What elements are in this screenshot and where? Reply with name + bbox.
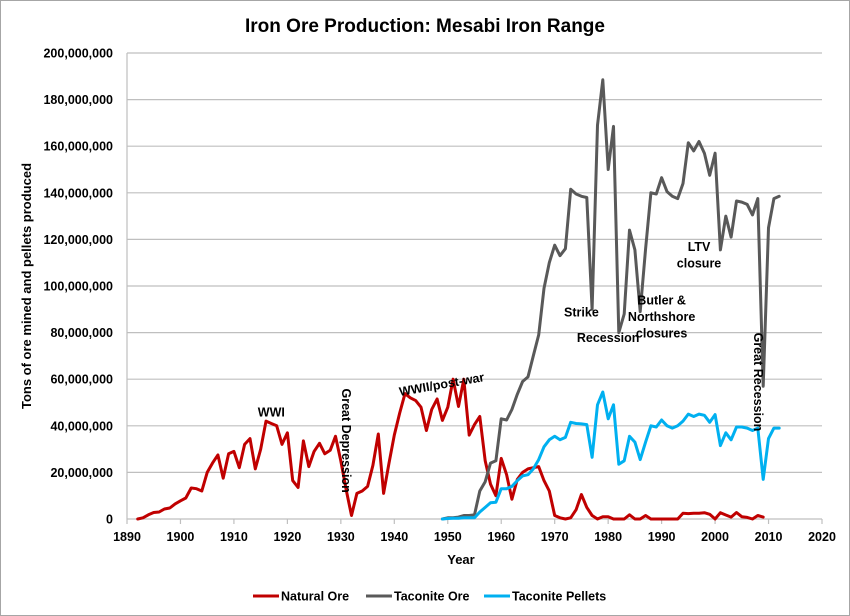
x-tick-label: 1940 xyxy=(380,530,408,544)
x-tick-label: 2000 xyxy=(701,530,729,544)
y-tick-label: 20,000,000 xyxy=(50,466,113,480)
annotation-label: closures xyxy=(636,326,687,340)
annotation-label: WWII/post-war xyxy=(398,370,485,399)
legend-label: Natural Ore xyxy=(281,590,349,604)
series-line-taconite-pellets xyxy=(440,390,781,521)
y-tick-label: 60,000,000 xyxy=(50,373,113,387)
x-tick-label: 1920 xyxy=(273,530,301,544)
gridlines xyxy=(126,52,822,519)
x-tick-label: 1890 xyxy=(113,530,141,544)
y-tick-label: 80,000,000 xyxy=(50,326,113,340)
annotation-label: WWI xyxy=(258,405,285,419)
y-tick-label: 100,000,000 xyxy=(43,280,113,294)
annotation-label: closure xyxy=(677,256,722,270)
x-tick-label: 1900 xyxy=(167,530,195,544)
x-tick-label: 1930 xyxy=(327,530,355,544)
y-tick-label: 180,000,000 xyxy=(43,93,113,107)
annotation-label: Strike xyxy=(564,305,599,319)
series-lines xyxy=(136,78,781,521)
annotations: WWI Great Depression WWII/post-war Strike Re… xyxy=(258,240,765,493)
legend-item: Taconite Ore xyxy=(366,590,470,604)
annotation-label: Butler & xyxy=(637,294,686,308)
legend-item: Taconite Pellets xyxy=(484,590,606,604)
x-tick-label: 1950 xyxy=(434,530,462,544)
annotation-label: LTV xyxy=(688,240,711,254)
annotation-label: Great Recession xyxy=(751,333,765,432)
legend-label: Taconite Pellets xyxy=(512,590,606,604)
series-line-taconite-ore xyxy=(440,78,781,521)
annotation-label: Recession xyxy=(577,331,640,345)
legend-label: Taconite Ore xyxy=(394,590,470,604)
legend: Natural Ore Taconite Ore Taconite Pellets xyxy=(253,590,606,604)
chart-title: Iron Ore Production: Mesabi Iron Range xyxy=(245,16,605,37)
x-axis-title: Year xyxy=(447,552,474,567)
annotation-label: Great Depression xyxy=(339,389,353,493)
y-tick-label: 200,000,000 xyxy=(43,47,113,61)
x-tick-label: 1960 xyxy=(487,530,515,544)
y-tick-label: 120,000,000 xyxy=(43,233,113,247)
x-tick-label: 2010 xyxy=(755,530,783,544)
y-tick-label: 0 xyxy=(106,513,113,527)
annotation-label: Northshore xyxy=(628,310,695,324)
x-tick-label: 1910 xyxy=(220,530,248,544)
legend-item: Natural Ore xyxy=(253,590,349,604)
x-tick-label: 1970 xyxy=(541,530,569,544)
y-tick-label: 40,000,000 xyxy=(50,419,113,433)
y-axis-ticks: 0 20,000,000 40,000,000 60,000,000 80,000,00… xyxy=(43,47,113,527)
x-tick-label: 1990 xyxy=(648,530,676,544)
y-axis-title: Tons of ore mined and pellets produced xyxy=(19,163,34,409)
x-tick-label: 2020 xyxy=(808,530,836,544)
x-axis: 1890 1900 1910 1920 1930 1940 1950 1960 1970 1980… xyxy=(113,518,836,544)
y-tick-label: 140,000,000 xyxy=(43,186,113,200)
x-tick-label: 1980 xyxy=(594,530,622,544)
series-line-natural-ore xyxy=(136,377,765,521)
y-tick-label: 160,000,000 xyxy=(43,140,113,154)
